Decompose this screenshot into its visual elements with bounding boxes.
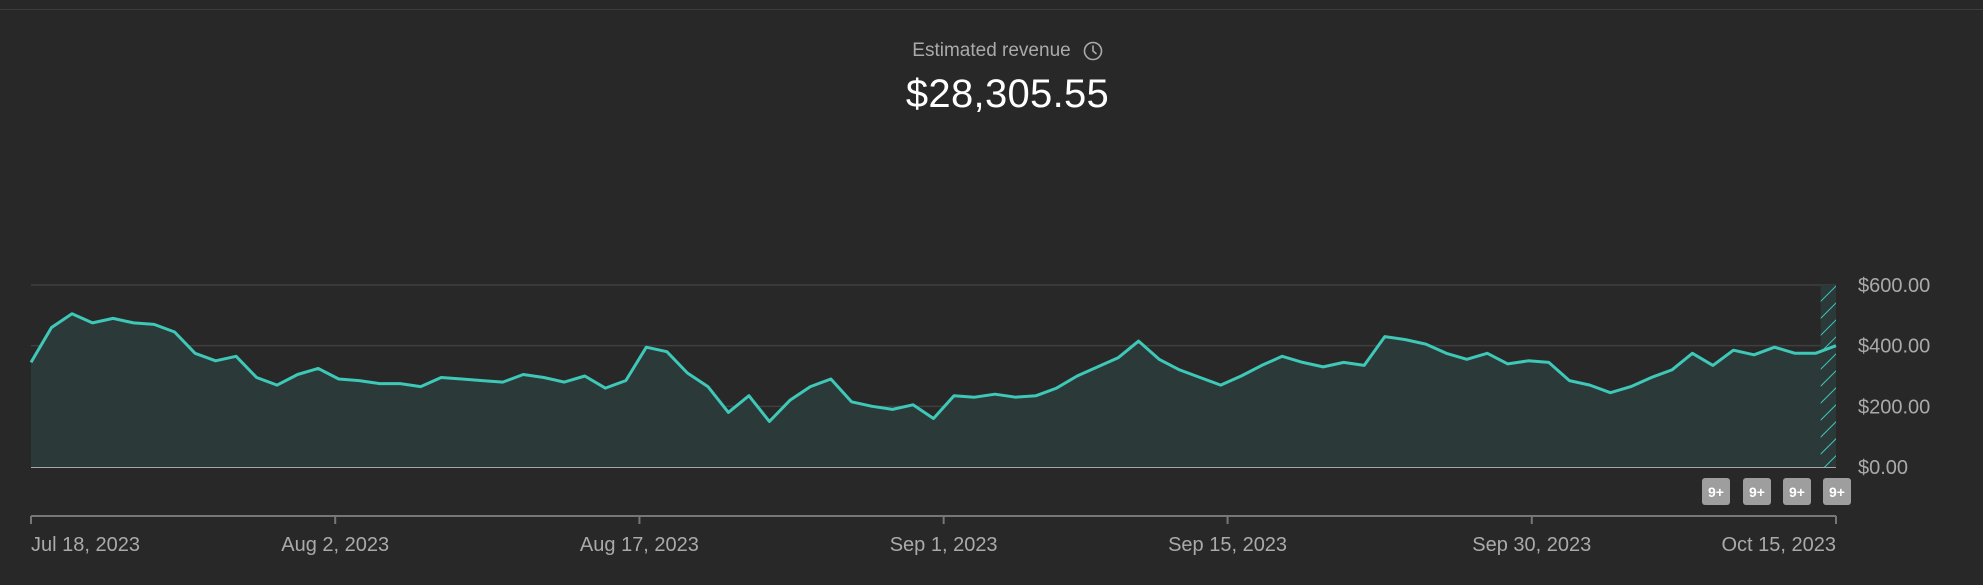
projection-band — [1820, 285, 1836, 467]
event-badge[interactable]: 9+ — [1783, 478, 1811, 505]
x-tick-label: Oct 15, 2023 — [1721, 534, 1836, 556]
event-badge[interactable]: 9+ — [1743, 478, 1771, 505]
y-axis: $0.00 $200.00 $400.00 $600.00 — [1858, 275, 1930, 479]
event-badge[interactable]: 9+ — [1702, 478, 1730, 505]
x-axis: Jul 18, 2023 Aug 2, 2023 Aug 17, 2023 Sep 1… — [30, 515, 1837, 556]
y-tick-label: $600.00 — [1858, 275, 1930, 297]
y-tick-label: $0.00 — [1858, 457, 1908, 479]
metric-header: Estimated revenue $28,305.55 — [0, 40, 1983, 117]
x-tick-label: Jul 18, 2023 — [31, 534, 140, 556]
clock-icon[interactable] — [1083, 41, 1103, 61]
metric-label-row: Estimated revenue — [912, 40, 1103, 62]
metric-value: $28,305.55 — [905, 72, 1110, 116]
event-badge[interactable]: 9+ — [1823, 478, 1851, 505]
x-tick-label: Sep 1, 2023 — [890, 534, 998, 556]
line-layer — [29, 312, 1837, 423]
top-divider — [0, 9, 1983, 10]
area-layer — [31, 313, 1836, 467]
x-tick-label: Aug 2, 2023 — [281, 534, 389, 556]
x-tick-label: Sep 30, 2023 — [1472, 534, 1591, 556]
revenue-line — [29, 312, 1837, 423]
x-tick-label: Aug 17, 2023 — [580, 534, 699, 556]
projection-layer — [1820, 285, 1836, 467]
revenue-area — [31, 313, 1836, 467]
x-tick-label: Sep 15, 2023 — [1168, 534, 1287, 556]
y-tick-label: $200.00 — [1858, 396, 1930, 418]
metric-label: Estimated revenue — [912, 40, 1071, 61]
y-tick-label: $400.00 — [1858, 336, 1930, 358]
